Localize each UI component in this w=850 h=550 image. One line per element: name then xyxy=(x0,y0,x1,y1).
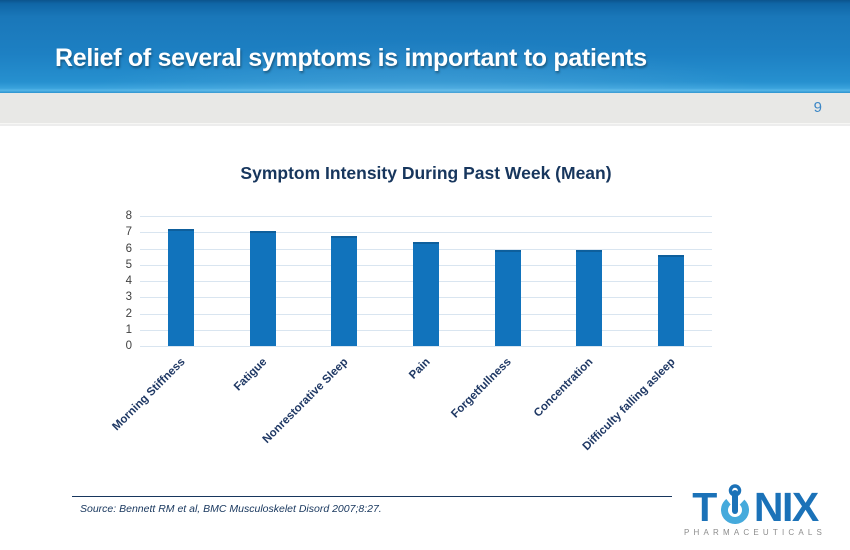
header-band: Relief of several symptoms is important … xyxy=(0,0,850,93)
logo-tagline: PHARMACEUTICALS xyxy=(683,528,827,537)
source-citation: Source: Bennett RM et al, BMC Musculoske… xyxy=(80,503,382,515)
bar xyxy=(331,235,358,346)
slide-title: Relief of several symptoms is important … xyxy=(55,44,647,72)
page-number: 9 xyxy=(813,99,822,116)
power-button-icon xyxy=(720,484,749,524)
x-axis-category-label: Concentration xyxy=(532,356,596,420)
y-axis-tick-label: 8 xyxy=(125,210,132,222)
logo-letter-t: T xyxy=(692,484,717,530)
x-axis-category-label: Forgetfullness xyxy=(449,356,515,421)
bar xyxy=(413,242,439,346)
gridline xyxy=(140,216,712,217)
y-axis-tick-label: 3 xyxy=(125,291,132,304)
x-axis-category-label: Difficulty falling asleep xyxy=(580,356,678,454)
tonix-wordmark: T NIX xyxy=(680,484,830,530)
gridline xyxy=(140,232,712,234)
y-axis-tick-label: 6 xyxy=(125,242,132,255)
tonix-logo: T NIX PHARMACEUTICALS xyxy=(680,484,830,537)
y-axis-tick-label: 7 xyxy=(125,226,132,239)
bar xyxy=(494,250,521,346)
bar xyxy=(249,230,276,346)
x-axis-category-label: Nonrestorative Sleep xyxy=(260,356,351,446)
bar xyxy=(167,229,194,346)
page-number-bar: 9 xyxy=(0,93,850,124)
chart-title: Symptom Intensity During Past Week (Mean… xyxy=(240,163,612,183)
y-axis-tick-label: 2 xyxy=(125,307,132,320)
y-axis-tick-label: 5 xyxy=(125,258,132,271)
y-axis-tick-label: 4 xyxy=(125,275,132,287)
bar xyxy=(658,255,685,346)
x-axis-category-label: Pain xyxy=(406,356,433,382)
gridline xyxy=(140,346,712,347)
y-axis-tick-label: 1 xyxy=(125,323,132,336)
x-axis-category-label: Morning Stiffness xyxy=(110,356,188,434)
plot-area: 0 1 2 3 4 5 6 7 8 Morning Stiffness Fatigue Nonrest… xyxy=(110,210,712,453)
footer-divider-line xyxy=(72,496,672,497)
logo-letters-nix: NIX xyxy=(753,484,819,530)
bar xyxy=(576,250,603,346)
y-axis-tick-label: 0 xyxy=(125,340,132,352)
x-axis-category-label: Fatigue xyxy=(231,356,270,394)
